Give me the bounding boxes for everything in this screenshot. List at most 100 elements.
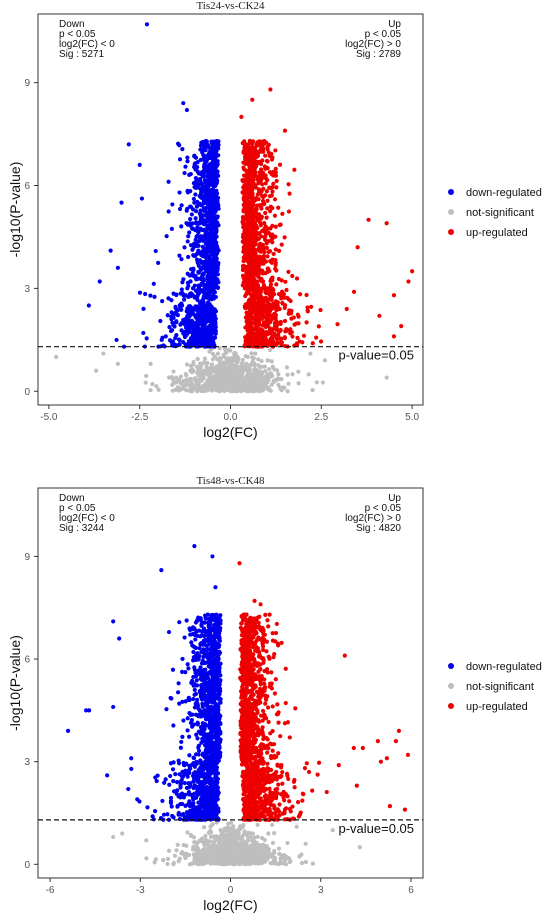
- point-not-significant: [253, 377, 259, 382]
- point-not-significant: [255, 822, 260, 827]
- point-not-significant: [226, 364, 231, 369]
- point-down-regulated: [190, 207, 196, 212]
- point-down-regulated: [211, 311, 216, 317]
- point-up-regulated: [273, 224, 278, 229]
- point-up-regulated: [246, 285, 251, 290]
- point-up-regulated: [265, 254, 270, 259]
- point-up-regulated: [260, 182, 265, 187]
- point-not-significant: [201, 361, 207, 366]
- point-down-regulated: [187, 221, 192, 226]
- point-not-significant: [222, 855, 228, 860]
- point-up-regulated: [243, 248, 249, 253]
- point-not-significant: [218, 846, 223, 851]
- point-not-significant: [111, 834, 116, 840]
- point-up-regulated: [292, 167, 297, 172]
- point-not-significant: [186, 852, 192, 858]
- point-not-significant: [265, 358, 270, 363]
- point-not-significant: [384, 375, 389, 380]
- point-up-regulated: [279, 242, 284, 247]
- point-down-regulated: [172, 311, 177, 317]
- point-up-regulated: [242, 305, 248, 311]
- point-down-regulated: [212, 307, 217, 312]
- point-down-regulated: [200, 314, 206, 319]
- point-up-regulated: [263, 153, 268, 158]
- point-not-significant: [262, 378, 267, 383]
- point-up-regulated: [252, 272, 257, 277]
- point-down-regulated: [167, 325, 172, 330]
- point-up-regulated: [282, 318, 288, 324]
- point-not-significant: [232, 369, 237, 374]
- point-down-regulated: [209, 207, 214, 212]
- point-up-regulated: [251, 253, 257, 258]
- point-down-regulated: [196, 270, 201, 275]
- point-not-significant: [250, 831, 256, 836]
- point-not-significant: [299, 860, 305, 866]
- point-up-regulated: [247, 233, 252, 239]
- point-down-regulated: [158, 318, 163, 324]
- point-down-regulated: [213, 263, 218, 268]
- point-up-regulated: [263, 233, 268, 239]
- point-down-regulated: [139, 196, 145, 201]
- point-not-significant: [209, 388, 214, 393]
- point-not-significant: [161, 857, 166, 862]
- point-up-regulated: [249, 179, 255, 184]
- point-down-regulated: [211, 184, 216, 189]
- point-not-significant: [101, 351, 106, 356]
- point-not-significant: [270, 364, 275, 369]
- point-not-significant: [239, 363, 244, 368]
- point-not-significant: [254, 840, 259, 845]
- point-not-significant: [224, 356, 229, 361]
- point-not-significant: [189, 389, 194, 394]
- point-up-regulated: [255, 332, 260, 338]
- legend-marker-up-regulated: [448, 229, 454, 235]
- point-not-significant: [222, 862, 227, 867]
- point-up-regulated: [255, 150, 260, 155]
- point-up-regulated: [263, 336, 268, 342]
- point-down-regulated: [199, 308, 204, 314]
- point-not-significant: [240, 824, 245, 830]
- point-not-significant: [243, 353, 248, 359]
- point-not-significant: [235, 840, 240, 846]
- point-down-regulated: [177, 206, 183, 212]
- point-not-significant: [170, 388, 175, 393]
- point-up-regulated: [316, 324, 321, 329]
- threshold-label: p-value=0.05: [338, 348, 414, 363]
- point-not-significant: [188, 368, 193, 373]
- point-down-regulated: [179, 669, 185, 674]
- point-up-regulated: [248, 163, 254, 168]
- point-up-regulated: [245, 178, 250, 183]
- point-up-regulated: [255, 177, 260, 182]
- point-down-regulated: [207, 279, 212, 285]
- point-not-significant: [262, 364, 267, 369]
- point-not-significant: [287, 860, 292, 865]
- point-up-regulated: [241, 165, 246, 170]
- point-up-regulated: [263, 193, 268, 198]
- point-not-significant: [192, 853, 197, 858]
- point-not-significant: [303, 841, 308, 846]
- point-not-significant: [177, 856, 182, 861]
- point-not-significant: [275, 368, 280, 373]
- point-down-regulated: [205, 210, 210, 215]
- point-up-regulated: [262, 138, 267, 144]
- point-up-regulated: [263, 166, 268, 171]
- point-down-regulated: [173, 335, 178, 341]
- point-up-regulated: [244, 240, 249, 245]
- point-up-regulated: [246, 264, 251, 269]
- point-up-regulated: [247, 334, 252, 340]
- point-not-significant: [212, 858, 217, 864]
- point-down-regulated: [211, 147, 217, 152]
- point-down-regulated: [198, 195, 203, 200]
- point-not-significant: [205, 368, 210, 373]
- point-down-regulated: [210, 223, 215, 228]
- point-down-regulated: [180, 699, 185, 704]
- y-tick-label: 0: [24, 387, 30, 398]
- point-down-regulated: [208, 330, 213, 335]
- point-up-regulated: [252, 301, 258, 306]
- point-not-significant: [242, 383, 247, 388]
- point-down-regulated: [179, 257, 184, 262]
- point-up-regulated: [259, 189, 264, 194]
- point-down-regulated: [195, 160, 200, 165]
- point-up-regulated: [270, 189, 275, 194]
- point-up-regulated: [269, 157, 275, 162]
- point-not-significant: [283, 862, 289, 867]
